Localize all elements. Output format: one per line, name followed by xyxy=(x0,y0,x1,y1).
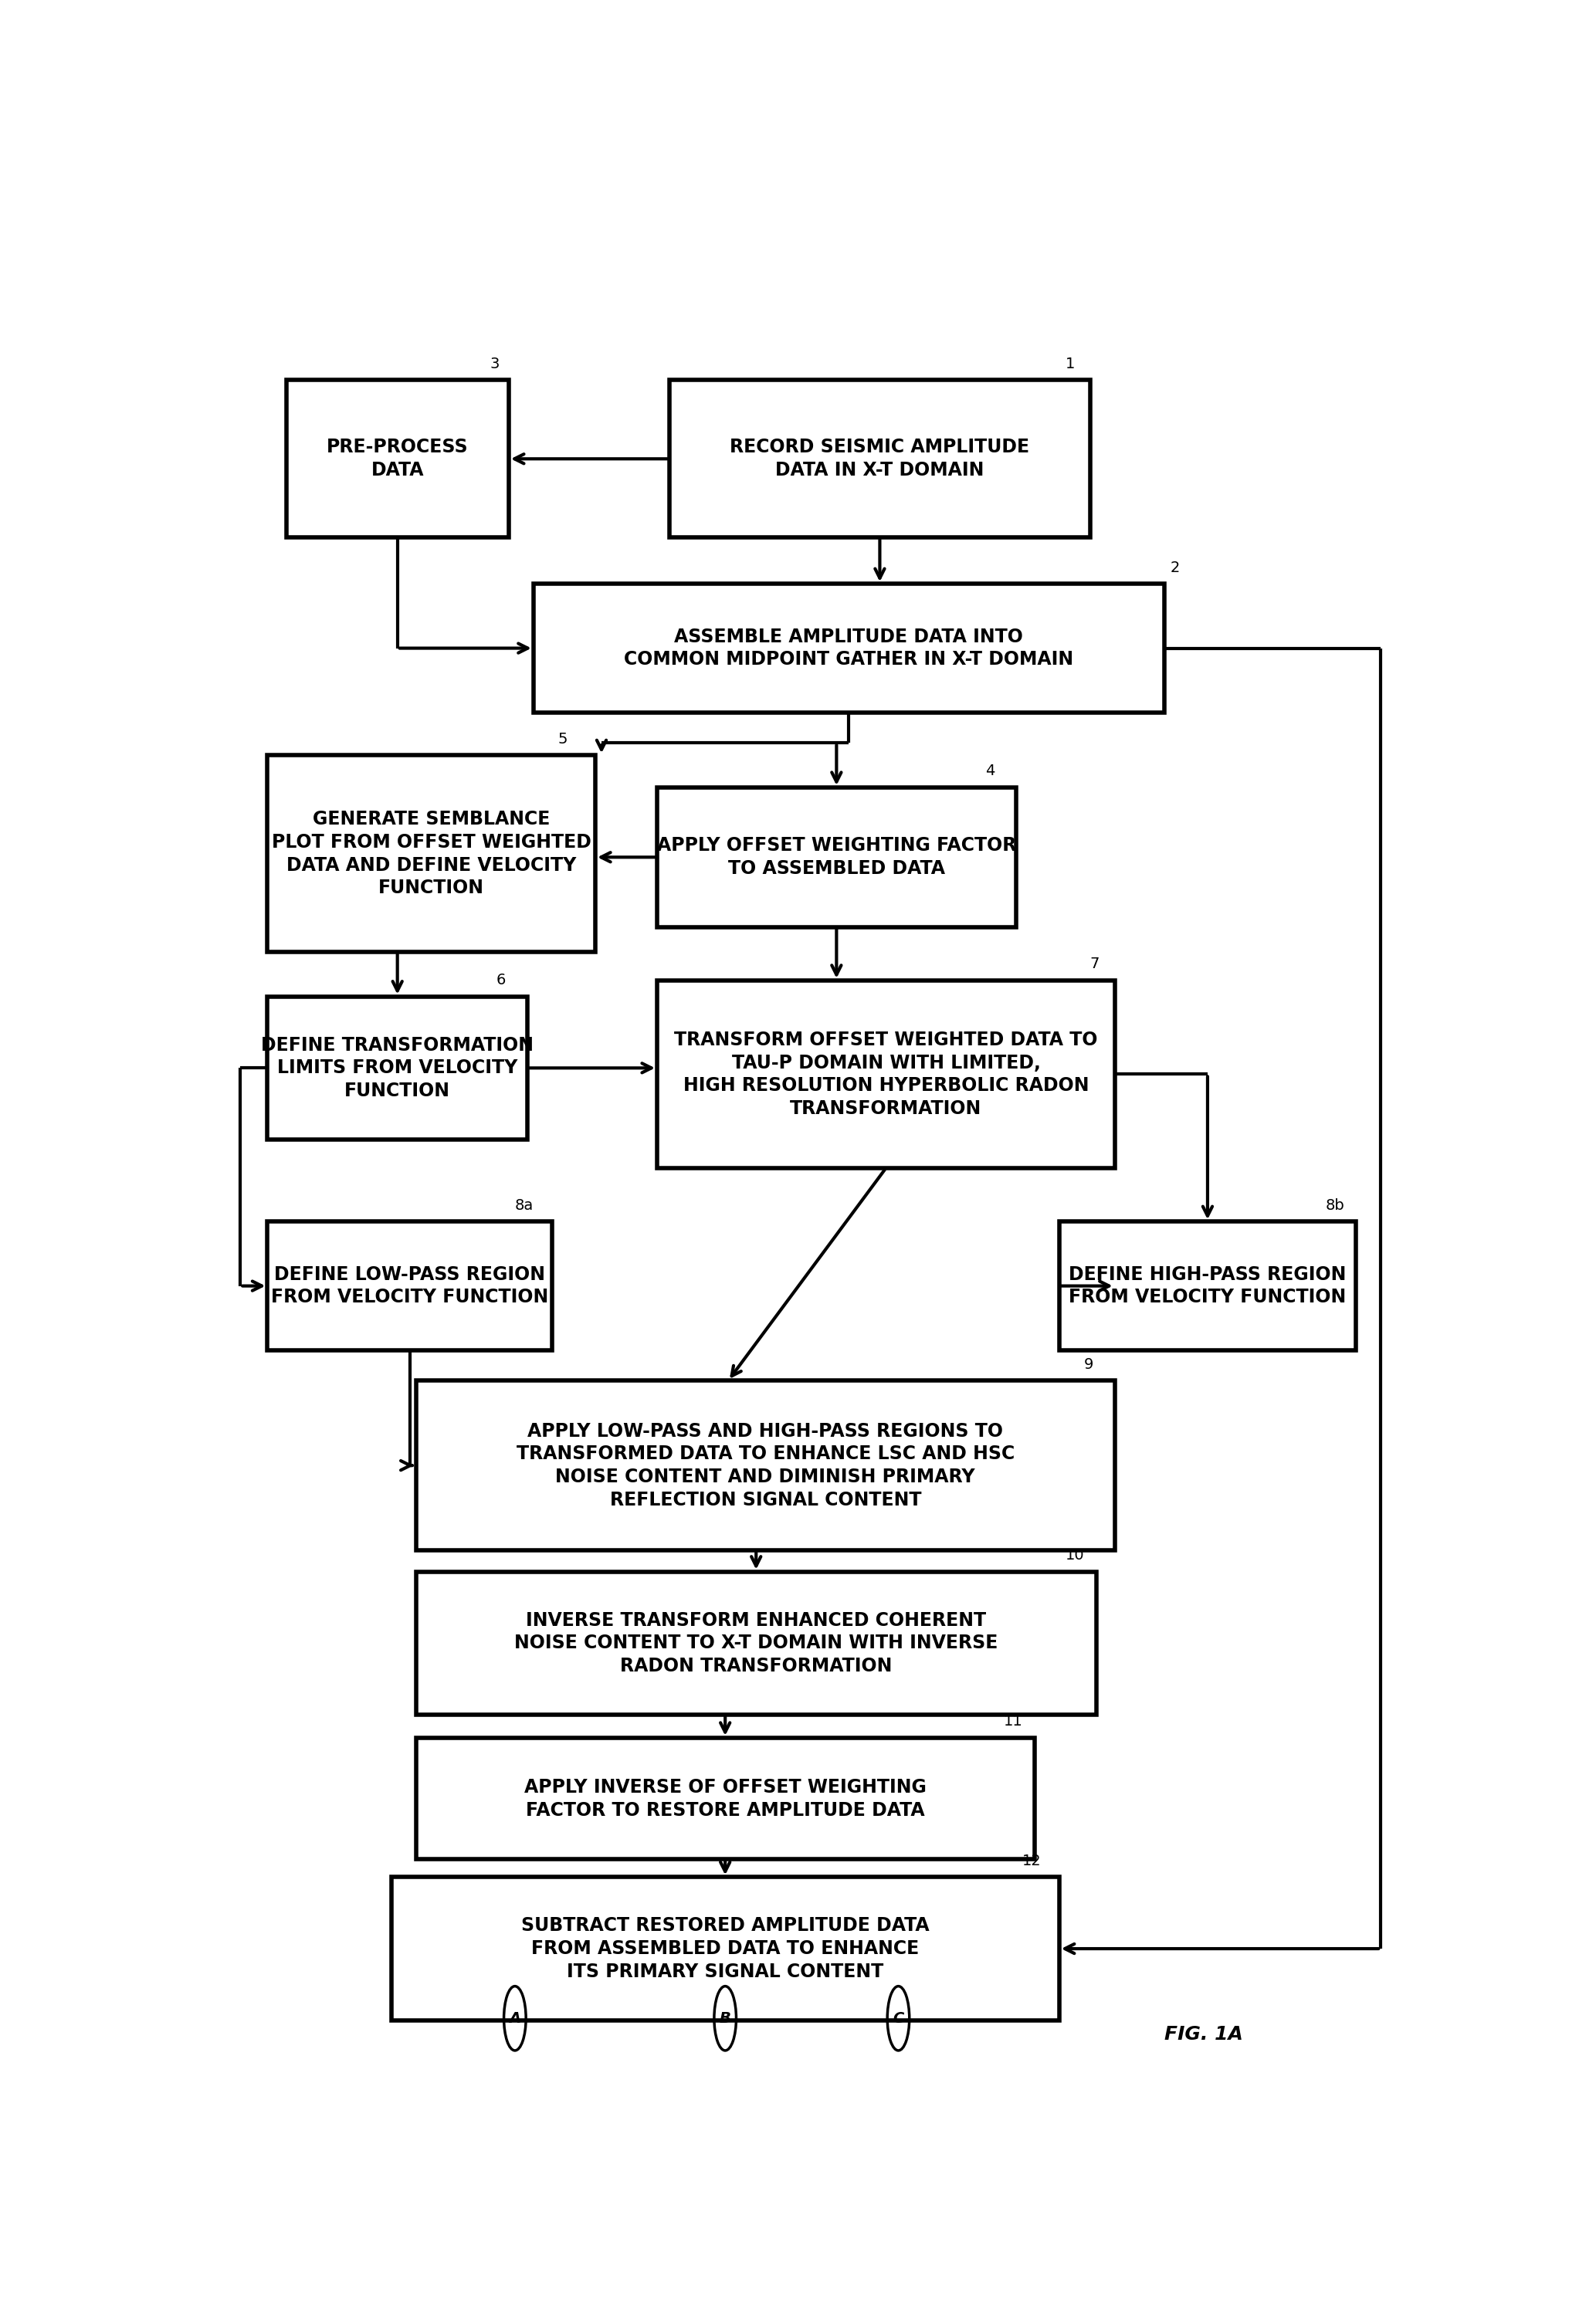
FancyBboxPatch shape xyxy=(670,380,1090,538)
Text: RECORD SEISMIC AMPLITUDE
DATA IN X-T DOMAIN: RECORD SEISMIC AMPLITUDE DATA IN X-T DOM… xyxy=(729,438,1029,480)
Text: FIG. 1A: FIG. 1A xyxy=(1165,2025,1243,2044)
FancyBboxPatch shape xyxy=(533,585,1165,712)
Text: B: B xyxy=(720,2011,731,2025)
FancyBboxPatch shape xyxy=(417,1738,1034,1858)
Text: 10: 10 xyxy=(1065,1547,1084,1564)
Text: 3: 3 xyxy=(490,357,500,371)
Text: 8b: 8b xyxy=(1325,1197,1344,1213)
Text: A: A xyxy=(509,2011,520,2025)
FancyBboxPatch shape xyxy=(268,998,527,1139)
Text: GENERATE SEMBLANCE
PLOT FROM OFFSET WEIGHTED
DATA AND DEFINE VELOCITY
FUNCTION: GENERATE SEMBLANCE PLOT FROM OFFSET WEIG… xyxy=(271,810,591,898)
Text: TRANSFORM OFFSET WEIGHTED DATA TO
TAU-P DOMAIN WITH LIMITED,
HIGH RESOLUTION HYP: TRANSFORM OFFSET WEIGHTED DATA TO TAU-P … xyxy=(674,1030,1098,1118)
Text: 11: 11 xyxy=(1004,1714,1023,1728)
FancyBboxPatch shape xyxy=(286,380,509,538)
Text: 1: 1 xyxy=(1065,357,1074,371)
Text: ASSEMBLE AMPLITUDE DATA INTO
COMMON MIDPOINT GATHER IN X-T DOMAIN: ASSEMBLE AMPLITUDE DATA INTO COMMON MIDP… xyxy=(624,626,1074,668)
Text: APPLY OFFSET WEIGHTING FACTOR
TO ASSEMBLED DATA: APPLY OFFSET WEIGHTING FACTOR TO ASSEMBL… xyxy=(658,838,1017,877)
Text: APPLY LOW-PASS AND HIGH-PASS REGIONS TO
TRANSFORMED DATA TO ENHANCE LSC AND HSC
: APPLY LOW-PASS AND HIGH-PASS REGIONS TO … xyxy=(516,1422,1015,1508)
Text: 4: 4 xyxy=(985,763,994,780)
FancyBboxPatch shape xyxy=(658,981,1114,1167)
Text: 2: 2 xyxy=(1170,559,1179,575)
FancyBboxPatch shape xyxy=(268,756,595,951)
Text: SUBTRACT RESTORED AMPLITUDE DATA
FROM ASSEMBLED DATA TO ENHANCE
ITS PRIMARY SIGN: SUBTRACT RESTORED AMPLITUDE DATA FROM AS… xyxy=(522,1916,929,1981)
FancyBboxPatch shape xyxy=(658,786,1015,928)
Text: 6: 6 xyxy=(496,972,506,988)
Text: DEFINE LOW-PASS REGION
FROM VELOCITY FUNCTION: DEFINE LOW-PASS REGION FROM VELOCITY FUN… xyxy=(271,1264,549,1306)
Text: 12: 12 xyxy=(1021,1854,1041,1868)
Text: DEFINE HIGH-PASS REGION
FROM VELOCITY FUNCTION: DEFINE HIGH-PASS REGION FROM VELOCITY FU… xyxy=(1069,1264,1347,1306)
Text: PRE-PROCESS
DATA: PRE-PROCESS DATA xyxy=(327,438,468,480)
FancyBboxPatch shape xyxy=(268,1223,552,1350)
Text: 7: 7 xyxy=(1090,956,1100,972)
Text: APPLY INVERSE OF OFFSET WEIGHTING
FACTOR TO RESTORE AMPLITUDE DATA: APPLY INVERSE OF OFFSET WEIGHTING FACTOR… xyxy=(523,1777,926,1819)
Text: DEFINE TRANSFORMATION
LIMITS FROM VELOCITY
FUNCTION: DEFINE TRANSFORMATION LIMITS FROM VELOCI… xyxy=(262,1035,533,1100)
FancyBboxPatch shape xyxy=(417,1571,1096,1714)
Text: 9: 9 xyxy=(1084,1357,1093,1371)
FancyBboxPatch shape xyxy=(391,1877,1060,2021)
Text: 8a: 8a xyxy=(516,1197,533,1213)
FancyBboxPatch shape xyxy=(1060,1223,1357,1350)
FancyBboxPatch shape xyxy=(417,1380,1114,1550)
Text: INVERSE TRANSFORM ENHANCED COHERENT
NOISE CONTENT TO X-T DOMAIN WITH INVERSE
RAD: INVERSE TRANSFORM ENHANCED COHERENT NOIS… xyxy=(514,1610,998,1675)
Text: 5: 5 xyxy=(559,731,568,747)
Text: C: C xyxy=(892,2011,903,2025)
